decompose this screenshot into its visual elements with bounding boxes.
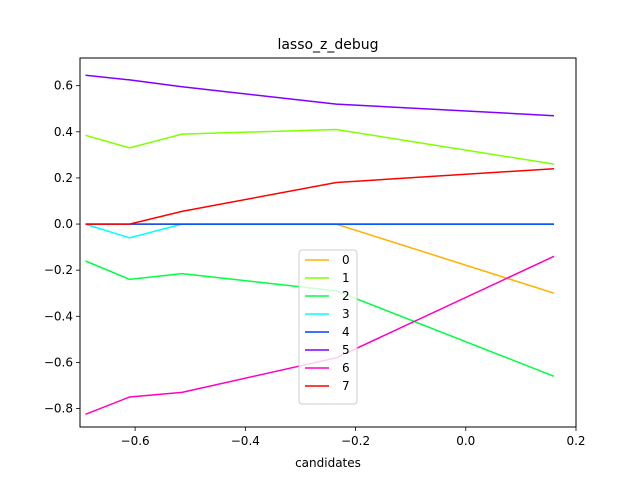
x-tick-label: −0.6 <box>121 434 150 448</box>
x-axis: −0.6 −0.4 −0.2 0.0 0.2 <box>121 427 586 448</box>
x-tick-label: −0.4 <box>231 434 260 448</box>
legend-label-0: 0 <box>342 253 350 267</box>
y-tick-label: 0.2 <box>54 171 73 185</box>
series-line-5 <box>85 74 555 117</box>
series-line-2 <box>85 260 555 377</box>
series-line-1 <box>85 128 555 165</box>
legend: 0 1 2 3 4 5 6 7 <box>298 249 358 405</box>
series-line-6 <box>85 255 555 415</box>
legend-label-3: 3 <box>342 307 350 321</box>
legend-box <box>298 249 358 405</box>
legend-label-2: 2 <box>342 289 350 303</box>
legend-label-4: 4 <box>342 325 350 339</box>
y-tick-label: 0.4 <box>54 125 73 139</box>
legend-label-1: 1 <box>342 271 350 285</box>
y-tick-label: 0.0 <box>54 217 73 231</box>
x-axis-label: candidates <box>295 456 361 470</box>
chart-title: lasso_z_debug <box>277 37 378 53</box>
legend-label-6: 6 <box>342 361 350 375</box>
x-tick-label: 0.0 <box>456 434 475 448</box>
series-line-7 <box>85 167 555 225</box>
y-axis: −0.8 −0.6 −0.4 −0.2 0.0 0.2 0.4 0.6 <box>44 79 80 416</box>
legend-label-5: 5 <box>342 343 350 357</box>
legend-label-7: 7 <box>342 379 350 393</box>
y-tick-label: −0.4 <box>44 309 73 323</box>
series-lines <box>85 74 555 415</box>
plot-frame <box>79 57 577 428</box>
x-tick-label: −0.2 <box>341 434 370 448</box>
y-tick-label: −0.2 <box>44 263 73 277</box>
y-tick-label: −0.8 <box>44 402 73 416</box>
x-tick-label: 0.2 <box>566 434 585 448</box>
y-tick-label: 0.6 <box>54 79 73 93</box>
y-tick-label: −0.6 <box>44 355 73 369</box>
